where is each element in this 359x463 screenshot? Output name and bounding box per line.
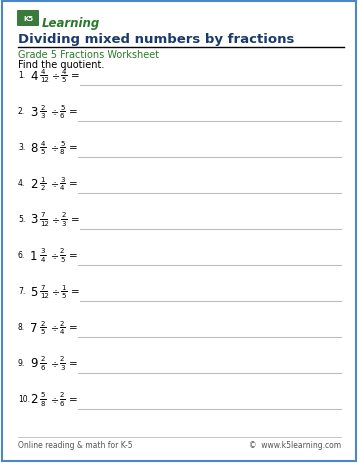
Text: 3: 3 [41,248,45,254]
Text: 4: 4 [60,185,64,191]
Text: 2: 2 [41,320,45,326]
Text: 5: 5 [41,392,45,398]
Text: 4: 4 [41,257,45,263]
Text: 6.: 6. [18,251,25,260]
Text: 5: 5 [60,104,64,110]
Text: 5: 5 [60,140,64,146]
Text: 8: 8 [30,141,37,154]
Text: ©  www.k5learning.com: © www.k5learning.com [249,441,341,450]
Text: 12: 12 [41,221,50,227]
Text: =: = [70,71,79,81]
Text: 2: 2 [60,248,64,254]
Text: 2.: 2. [18,107,25,116]
Text: 4: 4 [30,69,37,82]
Text: ÷: ÷ [51,143,59,153]
Text: 6: 6 [60,400,65,407]
Text: ÷: ÷ [52,71,60,81]
Text: =: = [69,250,78,260]
Text: 6: 6 [41,365,45,371]
Text: 4: 4 [61,69,66,75]
Text: 12: 12 [41,293,50,299]
Text: 8: 8 [41,400,45,407]
Text: ÷: ÷ [52,214,60,225]
Text: 2: 2 [60,320,64,326]
Text: 3: 3 [60,365,65,371]
Text: Find the quotient.: Find the quotient. [18,60,104,70]
Text: =: = [69,179,78,188]
Text: 5: 5 [61,293,66,299]
Text: 7: 7 [41,212,45,218]
Text: 3: 3 [60,176,65,182]
Text: 8.: 8. [18,323,25,332]
Text: 2: 2 [41,104,45,110]
Text: =: = [69,358,78,368]
Text: ÷: ÷ [52,287,60,296]
Text: 1: 1 [61,284,66,290]
FancyBboxPatch shape [17,11,39,27]
Text: ÷: ÷ [51,179,59,188]
Text: 2: 2 [60,356,64,362]
Text: 3: 3 [61,221,66,227]
Text: =: = [70,287,79,296]
Text: Learning: Learning [42,17,100,30]
Text: 9.: 9. [18,359,25,368]
Text: =: = [69,107,78,117]
Text: 4: 4 [41,140,45,146]
Text: ÷: ÷ [51,107,59,117]
Text: 2: 2 [30,177,37,190]
Text: 2: 2 [41,356,45,362]
Text: =: = [69,322,78,332]
Text: 8: 8 [60,149,65,155]
Text: 2: 2 [30,393,37,406]
Text: 6: 6 [60,113,65,119]
Text: 5: 5 [30,285,37,298]
Text: 5: 5 [41,329,45,335]
Text: =: = [70,214,79,225]
Text: 1: 1 [30,249,37,262]
Text: 2: 2 [41,185,45,191]
Text: ÷: ÷ [51,394,59,404]
Text: 12: 12 [41,77,50,83]
Text: 5: 5 [60,257,64,263]
Text: =: = [69,143,78,153]
Text: 4: 4 [60,329,64,335]
Text: 3: 3 [30,213,37,226]
Text: 3.: 3. [18,143,25,152]
Text: 9: 9 [30,357,37,369]
Text: 1.: 1. [18,71,25,80]
Text: ÷: ÷ [51,250,59,260]
Text: K5: K5 [23,16,33,22]
Text: Dividing mixed numbers by fractions: Dividing mixed numbers by fractions [18,33,294,46]
Text: ÷: ÷ [51,358,59,368]
Text: 5: 5 [41,149,45,155]
Text: 4: 4 [41,69,45,75]
Text: ÷: ÷ [51,322,59,332]
Text: 7: 7 [41,284,45,290]
Text: 2: 2 [61,212,66,218]
Text: Grade 5 Fractions Worksheet: Grade 5 Fractions Worksheet [18,50,159,60]
Text: 5: 5 [61,77,66,83]
Text: 7: 7 [30,321,37,334]
Text: 10.: 10. [18,394,30,404]
Text: 3: 3 [30,105,37,118]
Text: Online reading & math for K-5: Online reading & math for K-5 [18,441,132,450]
Text: 1: 1 [41,176,45,182]
Text: 5.: 5. [18,215,25,224]
Text: =: = [69,394,78,404]
Text: 2: 2 [60,392,64,398]
Text: 3: 3 [41,113,45,119]
Text: 7.: 7. [18,287,25,296]
Text: 4.: 4. [18,179,25,188]
